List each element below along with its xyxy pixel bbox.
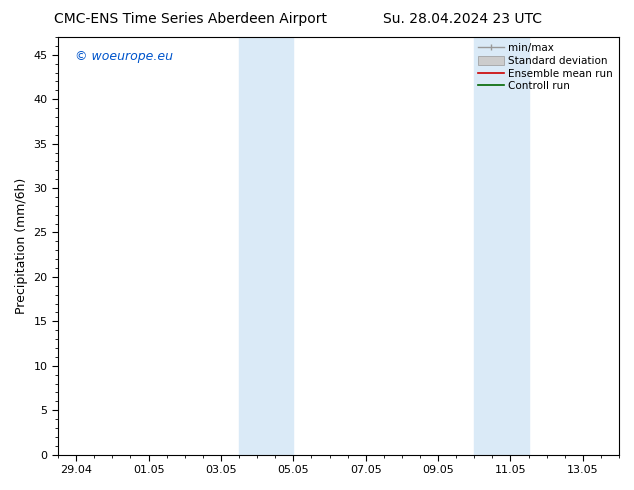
- Text: © woeurope.eu: © woeurope.eu: [75, 49, 173, 63]
- Text: Su. 28.04.2024 23 UTC: Su. 28.04.2024 23 UTC: [384, 12, 542, 26]
- Bar: [474, 37, 529, 455]
- Y-axis label: Precipitation (mm/6h): Precipitation (mm/6h): [15, 178, 28, 314]
- Text: CMC-ENS Time Series Aberdeen Airport: CMC-ENS Time Series Aberdeen Airport: [54, 12, 327, 26]
- Bar: [239, 37, 294, 455]
- Legend: min/max, Standard deviation, Ensemble mean run, Controll run: min/max, Standard deviation, Ensemble me…: [475, 40, 616, 94]
